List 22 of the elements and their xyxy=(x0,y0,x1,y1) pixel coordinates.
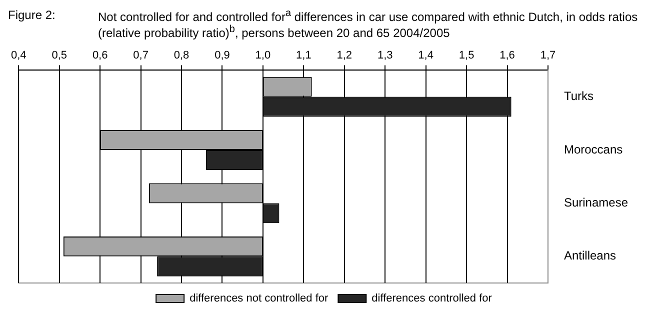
caption: Figure 2: xyxy=(8,8,56,24)
x-tick-label: 1,6 xyxy=(500,50,515,62)
x-tick-label: 0,5 xyxy=(52,50,68,62)
legend-label: differences controlled for xyxy=(372,292,492,305)
y-tick-label: Turks xyxy=(564,89,594,104)
x-tick-label: 0,4 xyxy=(10,50,26,62)
legend-label: differences not controlled for xyxy=(190,292,329,305)
y-tick-label: Antilleans xyxy=(564,248,616,263)
x-tick-label: 1,7 xyxy=(540,50,556,62)
x-tick-label: 1,0 xyxy=(255,50,271,62)
chart-title: Not controlled for and controlled for$^{a}$ differences in car use compared with ethnic Dutch, in odds ratios (relative probability ratio)$^{b}$, persons between 20 and 65 2004/2005 xyxy=(98,8,638,40)
x-tick-label: 1,4 xyxy=(418,50,434,62)
x-tick-label: 1,3 xyxy=(377,50,393,62)
x-tick-label: 1,5 xyxy=(458,50,474,62)
y-tick-label: Surinamese xyxy=(564,196,628,210)
x-tick-label: 1,1 xyxy=(296,50,312,62)
x-tick-label: 1,2 xyxy=(336,50,352,62)
x-tick-label: 0,6 xyxy=(92,50,108,62)
x-tick-label: 0,8 xyxy=(174,50,190,62)
x-tick-label: 0,7 xyxy=(133,50,148,62)
x-tick-label: 0,9 xyxy=(214,50,230,62)
y-tick-label: Moroccans xyxy=(564,142,623,156)
